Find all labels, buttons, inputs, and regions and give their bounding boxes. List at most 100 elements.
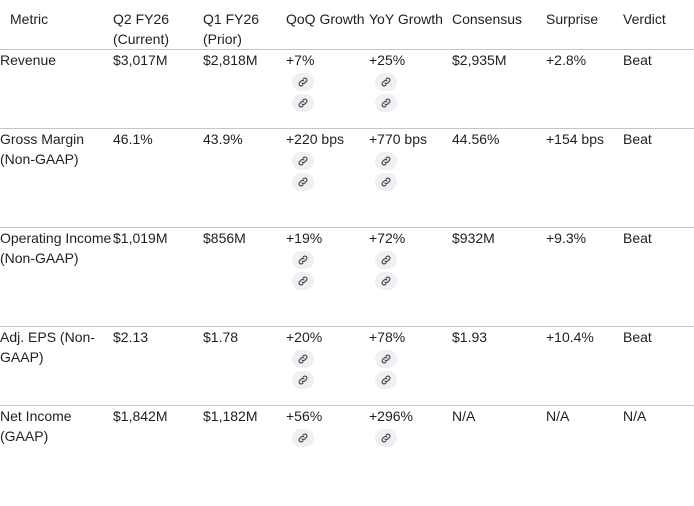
cell-qoq: +19% [286, 228, 369, 327]
column-header-consensus: Consensus [452, 11, 523, 27]
metric-value: Revenue [0, 52, 57, 68]
current-value: $2.13 [113, 329, 149, 345]
column-header-prior: Q1 FY26 (Prior) [203, 11, 260, 47]
cell-consensus: N/A [452, 406, 546, 448]
cell-surprise: N/A [546, 406, 623, 448]
current-value: 46.1% [113, 131, 153, 147]
yoy-value: +25% [369, 52, 406, 68]
cell-qoq: +220 bps [286, 129, 369, 228]
source-links [286, 152, 369, 191]
cell-surprise: +9.3% [546, 228, 623, 327]
cell-current: 46.1% [113, 129, 203, 228]
column-header-yoy: YoY Growth [369, 11, 443, 27]
surprise-value: +9.3% [546, 230, 587, 246]
prior-value: $856M [203, 230, 246, 246]
link-icon[interactable] [292, 371, 314, 389]
table-header-row: Metric Q2 FY26 (Current) Q1 FY26 (Prior)… [0, 0, 694, 50]
cell-current: $1,019M [113, 228, 203, 327]
cell-metric: Gross Margin (Non-GAAP) [0, 129, 113, 228]
cell-verdict: N/A [623, 406, 694, 448]
source-links [286, 429, 369, 447]
link-icon[interactable] [292, 251, 314, 269]
table-row: Operating Income (Non-GAAP) $1,019M $856M +… [0, 228, 694, 327]
yoy-value: +78% [369, 329, 406, 345]
cell-yoy: +72% [369, 228, 452, 327]
verdict-value: N/A [623, 408, 647, 424]
verdict-value: Beat [623, 329, 652, 345]
link-icon[interactable] [375, 152, 397, 170]
link-icon[interactable] [292, 350, 314, 368]
surprise-value: +10.4% [546, 329, 594, 345]
cell-consensus: $932M [452, 228, 546, 327]
link-icon[interactable] [292, 152, 314, 170]
cell-verdict: Beat [623, 129, 694, 228]
link-icon[interactable] [375, 350, 397, 368]
cell-current: $1,842M [113, 406, 203, 448]
cell-consensus: 44.56% [452, 129, 546, 228]
verdict-value: Beat [623, 131, 652, 147]
link-icon[interactable] [375, 429, 397, 447]
current-value: $1,842M [113, 408, 168, 424]
yoy-value: +72% [369, 230, 406, 246]
link-icon[interactable] [292, 73, 314, 91]
qoq-value: +56% [286, 408, 323, 424]
consensus-value: $2,935M [452, 52, 507, 68]
column-header-surprise: Surprise [546, 11, 599, 27]
source-links [369, 152, 452, 191]
consensus-value: 44.56% [452, 131, 500, 147]
cell-metric: Net Income (GAAP) [0, 406, 113, 448]
cell-prior: $1.78 [203, 327, 286, 406]
table-row: Revenue $3,017M $2,818M +7% +25% $2,935M +2.8%… [0, 50, 694, 129]
link-icon[interactable] [375, 94, 397, 112]
surprise-value: +154 bps [546, 131, 604, 147]
table-body: Revenue $3,017M $2,818M +7% +25% $2,935M +2.8%… [0, 50, 694, 448]
link-icon[interactable] [292, 173, 314, 191]
source-links [286, 73, 369, 112]
surprise-value: +2.8% [546, 52, 587, 68]
cell-surprise: +154 bps [546, 129, 623, 228]
column-header-qoq: QoQ Growth [286, 11, 365, 27]
cell-verdict: Beat [623, 228, 694, 327]
cell-consensus: $1.93 [452, 327, 546, 406]
source-links [369, 73, 452, 112]
source-links [286, 251, 369, 290]
metric-value: Operating Income (Non-GAAP) [0, 230, 112, 266]
cell-verdict: Beat [623, 327, 694, 406]
source-links [369, 251, 452, 290]
column-header-metric: Metric [10, 11, 49, 27]
metric-value: Net Income (GAAP) [0, 408, 72, 444]
qoq-value: +19% [286, 230, 323, 246]
cell-qoq: +7% [286, 50, 369, 129]
verdict-value: Beat [623, 230, 652, 246]
cell-prior: $1,182M [203, 406, 286, 448]
cell-prior: $2,818M [203, 50, 286, 129]
source-links [286, 350, 369, 389]
cell-yoy: +770 bps [369, 129, 452, 228]
link-icon[interactable] [375, 371, 397, 389]
yoy-value: +770 bps [369, 131, 427, 147]
link-icon[interactable] [375, 173, 397, 191]
link-icon[interactable] [375, 272, 397, 290]
prior-value: $1.78 [203, 329, 239, 345]
table-row: Gross Margin (Non-GAAP) 46.1% 43.9% +220 bp… [0, 129, 694, 228]
link-icon[interactable] [292, 272, 314, 290]
qoq-value: +20% [286, 329, 323, 345]
link-icon[interactable] [375, 251, 397, 269]
link-icon[interactable] [292, 429, 314, 447]
source-links [369, 350, 452, 389]
qoq-value: +220 bps [286, 131, 344, 147]
cell-metric: Operating Income (Non-GAAP) [0, 228, 113, 327]
prior-value: 43.9% [203, 131, 243, 147]
column-header-current: Q2 FY26 (Current) [113, 11, 170, 47]
link-icon[interactable] [375, 73, 397, 91]
cell-surprise: +2.8% [546, 50, 623, 129]
link-icon[interactable] [292, 94, 314, 112]
current-value: $1,019M [113, 230, 168, 246]
qoq-value: +7% [286, 52, 315, 68]
table-row: Adj. EPS (Non-GAAP) $2.13 $1.78 +20% +78% $1.… [0, 327, 694, 406]
metric-value: Adj. EPS (Non-GAAP) [0, 329, 95, 365]
cell-consensus: $2,935M [452, 50, 546, 129]
column-header-verdict: Verdict [623, 11, 666, 27]
current-value: $3,017M [113, 52, 168, 68]
consensus-value: N/A [452, 408, 476, 424]
